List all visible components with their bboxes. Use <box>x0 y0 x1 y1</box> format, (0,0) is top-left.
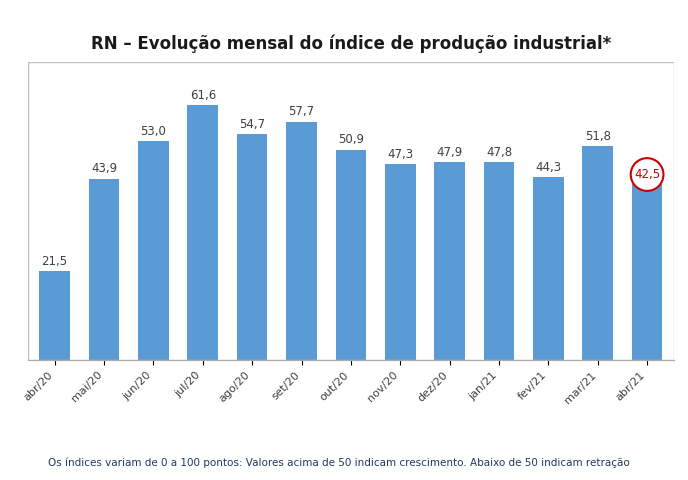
Bar <box>583 146 613 360</box>
Text: 57,7: 57,7 <box>288 105 314 118</box>
Bar <box>138 141 169 360</box>
Text: 47,3: 47,3 <box>387 148 413 161</box>
Text: 47,8: 47,8 <box>486 146 512 159</box>
Text: 21,5: 21,5 <box>41 255 67 268</box>
Bar <box>434 162 465 360</box>
Title: RN – Evolução mensal do índice de produção industrial*: RN – Evolução mensal do índice de produç… <box>91 34 611 52</box>
Text: 43,9: 43,9 <box>91 162 117 175</box>
Bar <box>533 177 563 360</box>
Bar <box>286 121 316 360</box>
Bar <box>187 106 218 360</box>
Text: 50,9: 50,9 <box>338 133 364 146</box>
Bar <box>336 150 366 360</box>
Text: 61,6: 61,6 <box>190 89 216 102</box>
Text: 53,0: 53,0 <box>140 125 166 138</box>
Text: 54,7: 54,7 <box>239 118 265 131</box>
Bar <box>632 184 663 360</box>
Text: 44,3: 44,3 <box>535 161 561 174</box>
Text: 42,5: 42,5 <box>634 168 660 181</box>
Bar <box>385 165 416 360</box>
Text: 51,8: 51,8 <box>585 130 611 143</box>
Bar <box>237 134 268 360</box>
Text: 47,9: 47,9 <box>436 146 463 159</box>
Bar <box>39 271 70 360</box>
Bar <box>484 162 515 360</box>
Bar <box>89 179 119 360</box>
Text: Os índices variam de 0 a 100 pontos: Valores acima de 50 indicam crescimento. Ab: Os índices variam de 0 a 100 pontos: Val… <box>48 457 630 468</box>
